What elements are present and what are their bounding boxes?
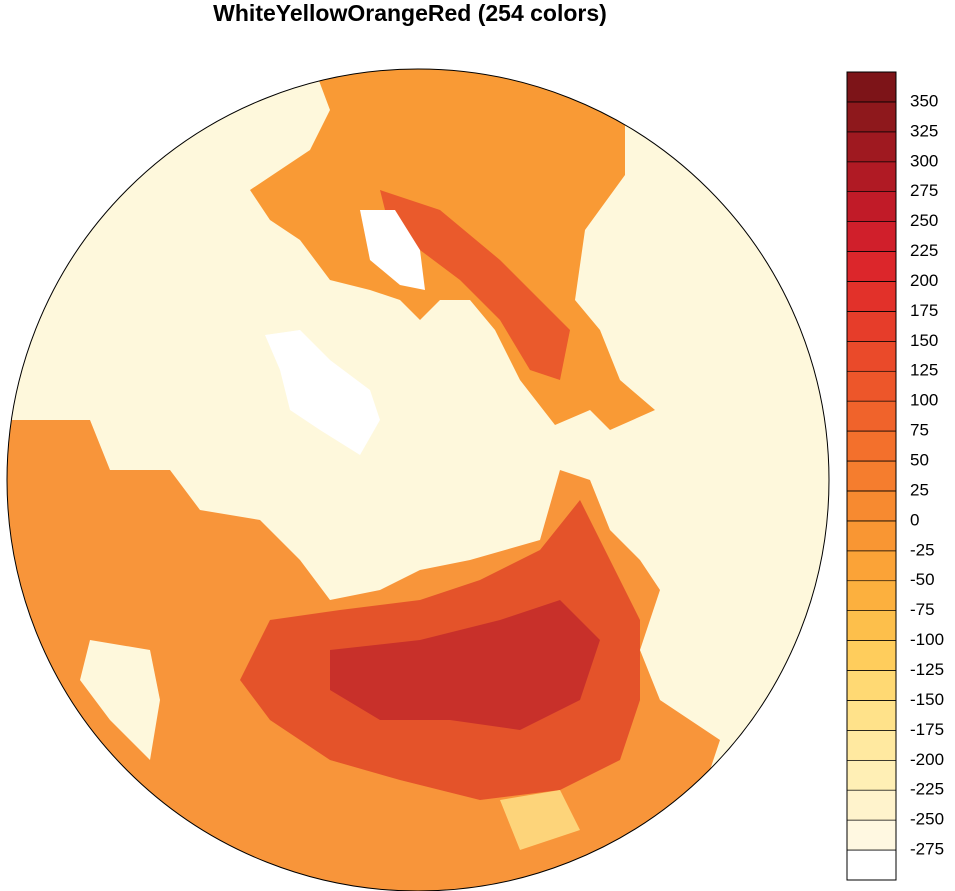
colorbar-box: [846, 430, 897, 462]
colorbar-box: [846, 670, 897, 701]
colorbar: -275-250-225-200-175-150-125-100-75-50-2…: [846, 71, 944, 881]
colorbar-box: [846, 700, 897, 731]
north-america-warm: [380, 190, 570, 380]
colorbar-label: 50: [910, 451, 929, 470]
colorbar-label: 325: [910, 121, 938, 140]
colorbar-label: -75: [910, 600, 935, 619]
colorbar-box: [846, 460, 897, 492]
colorbar-label: -200: [910, 750, 944, 769]
colorbar-box: [846, 341, 897, 372]
colorbar-label: 25: [910, 480, 929, 499]
colorbar-label: -225: [910, 780, 944, 799]
colorbar-label: 100: [910, 391, 938, 410]
colorbar-label: 275: [910, 181, 938, 200]
colorbar-label: 125: [910, 361, 938, 380]
eurasia-hot: [330, 600, 600, 730]
colorbar-box: [846, 281, 897, 312]
colorbar-label: 0: [910, 510, 919, 529]
colorbar-box: [846, 191, 897, 222]
colorbar-label: 200: [910, 271, 938, 290]
colorbar-label: -150: [910, 690, 944, 709]
colorbar-box: [846, 71, 897, 103]
south-pale: [500, 790, 580, 850]
colorbar-box: [846, 520, 897, 552]
map-border: [6, 68, 830, 891]
colorbar-box: [846, 580, 897, 611]
colorbar-box: [846, 730, 897, 761]
greenland: [265, 330, 380, 455]
colorbar-box: [846, 759, 897, 791]
colorbar-box: [846, 849, 897, 881]
title: WhiteYellowOrangeRed (254 colors): [213, 0, 607, 26]
colorbar-label: -125: [910, 660, 944, 679]
colorbar-box: [846, 640, 897, 671]
colorbar-label: 250: [910, 211, 938, 230]
baffin-island: [360, 210, 425, 290]
colorbar-box: [846, 131, 897, 163]
colorbar-box: [846, 251, 897, 282]
colorbar-label: -250: [910, 810, 944, 829]
colorbar-label: 350: [910, 91, 938, 110]
colorbar-box: [846, 161, 897, 193]
colorbar-label: -50: [910, 570, 935, 589]
colorbar-box: [846, 490, 897, 522]
colorbar-label: 300: [910, 151, 938, 170]
colorbar-box: [846, 610, 897, 641]
colorbar-frame: [846, 71, 897, 881]
polar-map: [7, 69, 829, 891]
colorbar-box: [846, 101, 897, 133]
colorbar-box: [846, 789, 897, 821]
colorbar-label: 175: [910, 301, 938, 320]
colorbar-label: 150: [910, 331, 938, 350]
colorbar-box: [846, 550, 897, 582]
colorbar-box: [846, 311, 897, 342]
colorbar-box: [846, 819, 897, 851]
colorbar-label: -25: [910, 540, 935, 559]
colorbar-label: -175: [910, 720, 944, 739]
colorbar-label: 225: [910, 241, 938, 260]
colorbar-label: -275: [910, 840, 944, 859]
colorbar-box: [846, 370, 897, 402]
colorbar-label: 75: [910, 421, 929, 440]
colorbar-label: -100: [910, 630, 944, 649]
europe-pale: [80, 640, 160, 760]
colorbar-box: [846, 400, 897, 432]
colorbar-box: [846, 221, 897, 252]
